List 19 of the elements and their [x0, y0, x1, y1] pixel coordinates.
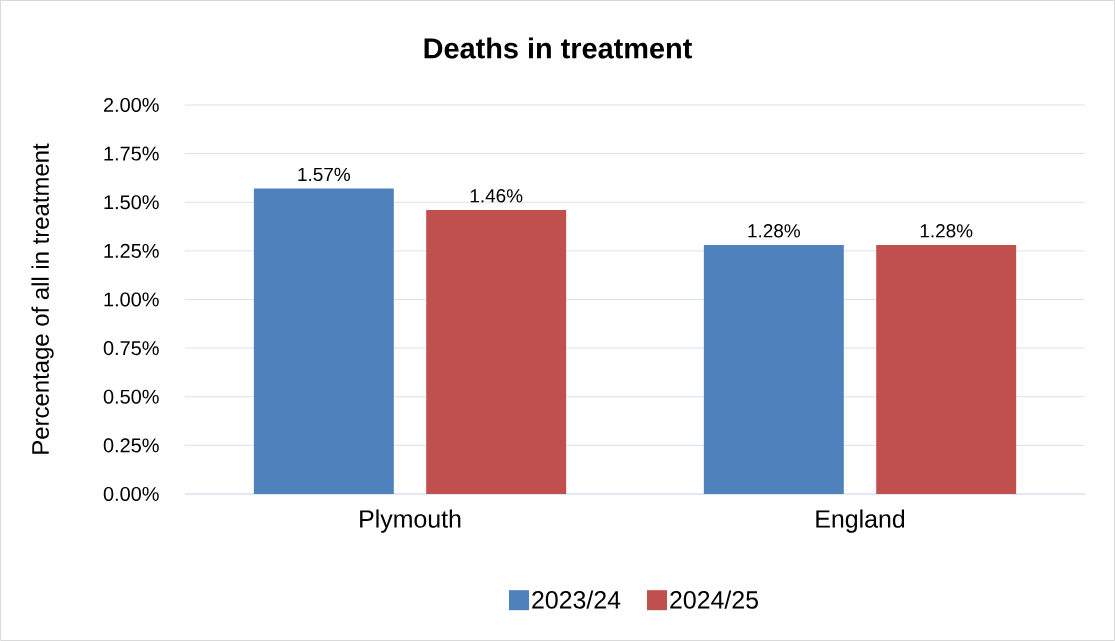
data-label: 1.28%: [748, 224, 800, 238]
y-tick-label: 1.75%: [104, 146, 159, 161]
y-tick-label: 0.00%: [103, 486, 159, 502]
y-tick-label: 1.00%: [104, 292, 159, 307]
y-axis-title: Percentage of all in treatment: [31, 143, 54, 454]
data-label: 1.46%: [470, 189, 523, 203]
y-tick-label: 1.50%: [104, 195, 159, 210]
data-label: 1.28%: [920, 224, 973, 238]
y-tick-label: 1.25%: [104, 243, 159, 258]
chart-title: Deaths in treatment: [424, 37, 692, 59]
y-tick-label: 0.25%: [103, 438, 159, 453]
legend-label: 2023/24: [532, 590, 621, 609]
x-tick-label: England: [816, 509, 905, 533]
y-tick-label: 2.00%: [103, 97, 159, 113]
y-tick-label: 0.50%: [103, 389, 159, 404]
x-tick-label: Plymouth: [360, 509, 461, 533]
y-tick-label: 0.75%: [103, 341, 159, 356]
legend-label: 2024/25: [670, 590, 758, 609]
data-label: 1.57%: [298, 167, 350, 182]
